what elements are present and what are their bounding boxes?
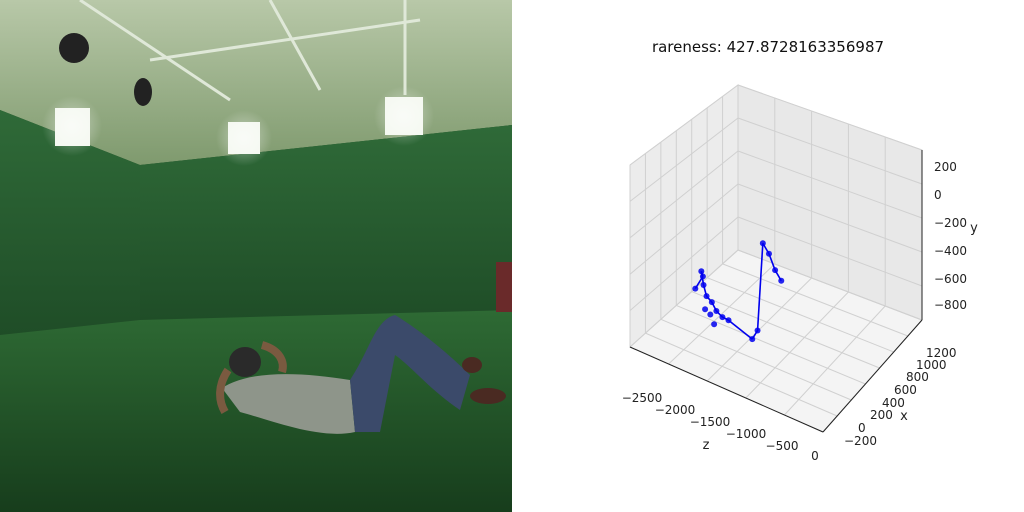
joint-point [711, 321, 718, 328]
joint-point [703, 293, 710, 300]
x-tick-label: 200 [870, 408, 893, 422]
joint-point [725, 317, 732, 324]
x-tick-label: 0 [858, 421, 866, 435]
joint-point [702, 306, 709, 313]
joint-point [713, 308, 720, 315]
joint-point [699, 273, 706, 280]
grid-lines [629, 84, 923, 433]
z-tick-label: 0 [811, 449, 819, 463]
y-tick-label: 200 [934, 160, 957, 174]
z-tick-label: −2000 [655, 403, 696, 417]
joint-point [759, 240, 766, 247]
z-tick-label: −2500 [622, 391, 663, 405]
x-tick-label: −200 [844, 434, 877, 448]
joint-point [692, 285, 699, 292]
y-tick-label: −400 [934, 244, 967, 258]
axes-panes [629, 84, 923, 433]
y-tick-label: −600 [934, 272, 967, 286]
y-tick-label: −800 [934, 298, 967, 312]
x-axis-label: x [900, 409, 908, 424]
joint-point [754, 327, 761, 334]
x-tick-label: 1200 [926, 346, 957, 360]
motion-capture-photo [0, 0, 512, 512]
x-tick-label: 1000 [916, 358, 947, 372]
joint-point [749, 336, 756, 343]
joint-point [765, 250, 772, 257]
z-tick-label: −500 [766, 439, 799, 453]
studio-light-icon [42, 86, 434, 166]
person-figure [216, 315, 506, 434]
y-axis-label: y [970, 221, 978, 236]
joint-point [772, 267, 779, 274]
bone-line [756, 243, 764, 331]
chart-title: rareness: 427.8728163356987 [652, 38, 884, 56]
z-tick-label: −1500 [690, 415, 731, 429]
joint-point [719, 314, 726, 321]
x-tick-label: 600 [894, 383, 917, 397]
y-tick-label: 0 [934, 188, 942, 202]
z-axis-label: z [703, 438, 710, 453]
y-tick-label: −200 [934, 216, 967, 230]
pose-3d-plot: rareness: 427.8728163356987 −2500−2000−1… [622, 38, 978, 463]
joint-point [707, 311, 714, 318]
joint-point [700, 281, 707, 288]
joint-point [708, 299, 715, 306]
x-tick-label: 800 [906, 370, 929, 384]
axis-ticks: −2500−2000−1500−1000−5000−20002004006008… [622, 160, 967, 463]
joint-point [778, 277, 785, 284]
data-points [692, 240, 785, 343]
bone-line [728, 319, 753, 340]
x-tick-label: 400 [882, 396, 905, 410]
z-tick-label: −1000 [726, 427, 767, 441]
joint-point [698, 268, 705, 275]
